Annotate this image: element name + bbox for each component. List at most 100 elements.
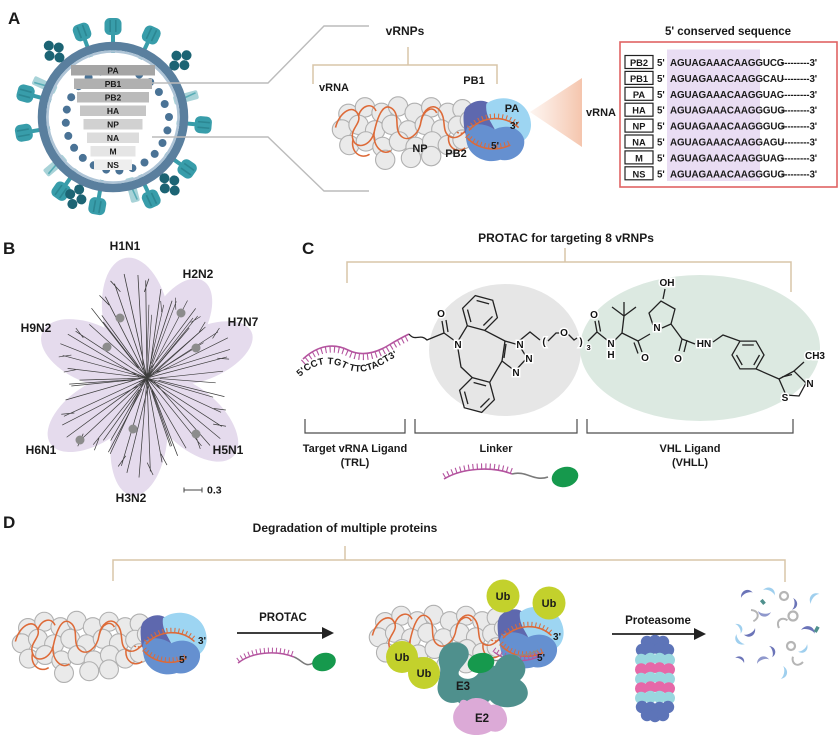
strain-h1n1: H1N1: [110, 239, 141, 253]
conserved-highlight-band: [667, 49, 760, 181]
seq-text: AGUAGAAACAAGGUCG: [670, 58, 785, 69]
vrna-label: vRNA: [319, 82, 349, 94]
protac-arrow-label: PROTAC: [259, 612, 307, 624]
strain-h6n1: H6N1: [26, 443, 57, 457]
paren-left: (: [542, 337, 546, 348]
atom-n: N: [516, 340, 523, 351]
strain-h7n7: H7N7: [228, 315, 259, 329]
seq-gene: PB2: [630, 58, 648, 68]
three-prime-label: 3': [553, 632, 561, 643]
seq-row: NS 5' AGUAGAAACAAGGGUG ---------3': [624, 166, 817, 181]
seq-suffix: ---------3': [781, 58, 817, 69]
panel-d-title: Degradation of multiple proteins: [253, 521, 438, 535]
tree-node-dots: [75, 308, 201, 445]
conserved-sequence-box: PB2 5' AGUAGAAACAAGGUCG ---------3' PB1 …: [619, 41, 838, 188]
panel-c-bracket: [346, 248, 792, 292]
ub-label: Ub: [496, 591, 511, 603]
atom-ch3: CH3: [805, 351, 825, 362]
pa-label: PA: [505, 103, 520, 115]
atom-n: N: [512, 368, 519, 379]
three-prime-label: 3': [510, 121, 518, 132]
segment-label-pb2: PB2: [105, 92, 122, 102]
five-prime-label: 5': [491, 141, 499, 152]
degraded-fragments: [732, 585, 820, 680]
panel-a: A: [8, 9, 838, 217]
seq-prefix: 5': [657, 58, 665, 69]
seq-prefix: 5': [657, 138, 665, 149]
proteasome-barrel: [635, 634, 675, 723]
atom-h: H: [607, 350, 614, 361]
scale-bar: 0.3: [183, 485, 222, 497]
segment-label-m: M: [109, 146, 116, 156]
proteasome-label: Proteasome: [625, 615, 691, 627]
atom-n: N: [607, 339, 614, 350]
protac-cartoon-small: [236, 647, 336, 672]
seq-suffix: ---------3': [781, 122, 817, 133]
panel-d: D Degradation of multiple proteins 3' 5'…: [3, 513, 820, 736]
vhll-label: VHL Ligand: [660, 443, 721, 455]
seq-suffix: ---------3': [781, 90, 817, 101]
vhll-cartoon-ellipse: [551, 466, 579, 488]
seq-text: AGUAGAAACAAGGGUG: [670, 122, 785, 133]
vhll-cartoon-ellipse: [467, 652, 495, 674]
vrnp-before: [12, 611, 206, 682]
e3-ligase-blob: [437, 642, 528, 708]
segment-label-pa: PA: [107, 65, 118, 75]
e2-label: E2: [475, 713, 489, 725]
seq-text: AGUAGAAACAAGGUAG: [670, 153, 785, 164]
group-brackets: [304, 419, 794, 434]
vhl-ellipse: [580, 275, 820, 421]
atom-n: N: [806, 379, 813, 390]
segment-label-np: NP: [107, 119, 119, 129]
seq-gene: HA: [632, 106, 646, 116]
tree-branches: [43, 266, 244, 483]
seq-suffix: ---------3': [781, 169, 817, 180]
genome-segments: PA PB1 PB2 HA NP NA M NS: [71, 65, 155, 170]
seq-gene: NS: [633, 169, 646, 179]
segment-label-pb1: PB1: [105, 79, 122, 89]
pb1-label: PB1: [463, 75, 484, 87]
seq-row: PA 5' AGUAGAAACAAGGUAC ---------3': [624, 86, 817, 101]
protac-arrow: [237, 627, 334, 639]
trl-oligo: 5'CCT TGT TTCTACT3': [295, 333, 411, 379]
e3-label: E3: [456, 681, 470, 693]
panel-d-letter: D: [3, 513, 15, 532]
seq-text: AGUAGAAACAAGGCAU: [670, 74, 784, 85]
seq-prefix: 5': [657, 169, 665, 180]
atom-o: O: [437, 309, 445, 320]
influenza-virion: PA PB1 PB2 HA NP NA M NS: [13, 17, 214, 217]
seq-suffix: ---------3': [781, 74, 817, 85]
atom-o: O: [674, 354, 682, 365]
linker-label: Linker: [479, 443, 513, 455]
atom-s: S: [782, 393, 789, 404]
trl-abbr: (TRL): [341, 457, 370, 469]
pb2-label: PB2: [445, 148, 466, 160]
seq-row: PB1 5' AGUAGAAACAAGGCAU ---------3': [624, 70, 817, 86]
three-prime-label: 3': [198, 636, 206, 647]
virion-membrane-inner: [46, 50, 180, 184]
protac-structure: O N N N N ( O ) 3 O N H O N OH O HN CH3 …: [408, 277, 827, 414]
ub-label: Ub: [542, 598, 557, 610]
seq-gene: NA: [632, 138, 646, 148]
np-label: NP: [412, 143, 427, 155]
ub-label: Ub: [395, 652, 410, 664]
virion-membrane: [37, 41, 189, 193]
seq-row: M 5' AGUAGAAACAAGGUAG ---------3': [624, 150, 817, 165]
atom-o: O: [590, 310, 598, 321]
atom-oh: OH: [660, 278, 675, 289]
zoom-funnel-lines: [152, 25, 369, 192]
seq-prefix: 5': [657, 106, 665, 117]
ub-label: Ub: [417, 668, 432, 680]
seq-text: AGUAGAAACAAGGGUG: [670, 169, 785, 180]
strain-h5n1: H5N1: [213, 443, 244, 457]
seq-prefix: 5': [657, 122, 665, 133]
segment-label-na: NA: [107, 133, 119, 143]
strain-h9n2: H9N2: [21, 321, 52, 335]
strain-h2n2: H2N2: [183, 267, 214, 281]
seq-gene: NP: [633, 122, 646, 132]
atom-o: O: [560, 328, 568, 339]
panel-c: C PROTAC for targeting 8 vRNPs 5'CCT TGT…: [295, 231, 827, 488]
panel-c-title: PROTAC for targeting 8 vRNPs: [478, 231, 654, 245]
scale-bar-value: 0.3: [207, 485, 222, 497]
